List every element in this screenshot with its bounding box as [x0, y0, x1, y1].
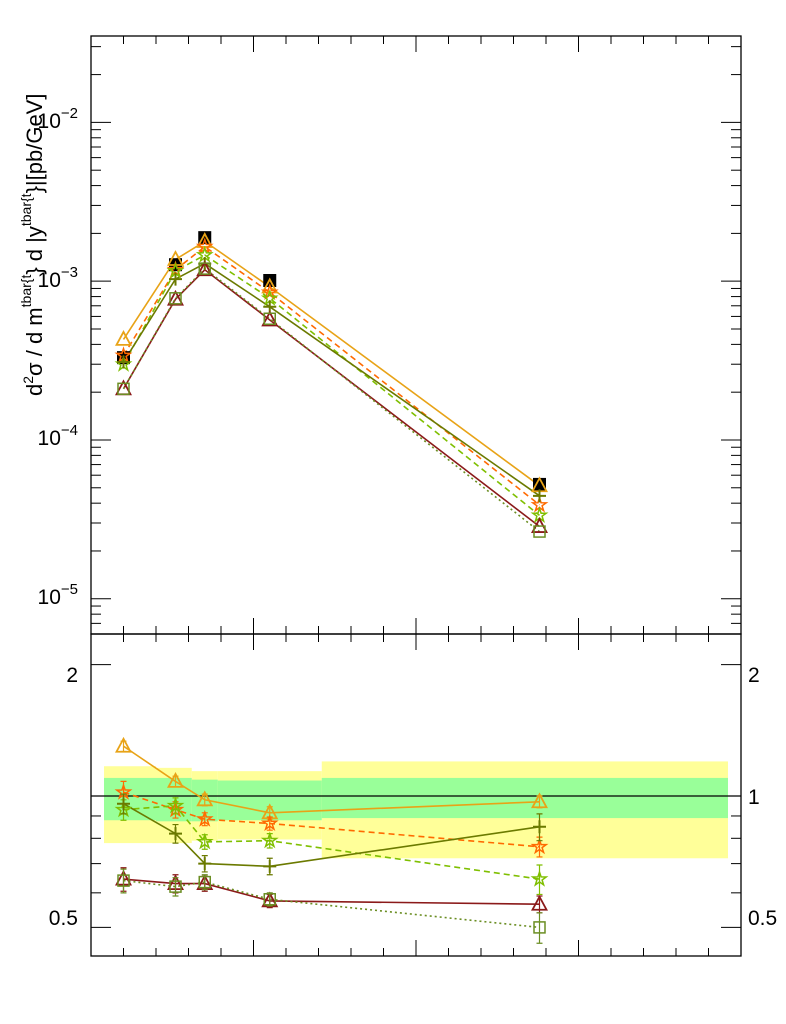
bottom-y-ticks: [91, 664, 741, 928]
ratio-marker-s0-p1: [166, 772, 185, 788]
ratio-errorbar-s5-p3: [266, 892, 273, 907]
ratio-marker-s2-p3: [260, 831, 279, 849]
bottom-ytick-label-left-2: 2: [66, 664, 78, 687]
ratio-marker-s3-p3: [263, 859, 277, 873]
ratio-marker-s0-p2: [196, 790, 214, 807]
ratio-marker-s2-p1: [166, 796, 185, 814]
bottom-ytick-label-left-0-5: 0.5: [49, 907, 78, 930]
top-marker-s6-p4: [533, 525, 546, 538]
ratio-marker-s5-p0: [117, 874, 130, 887]
top-marker-s6-p0: [117, 382, 130, 396]
bottom-ytick-label-right-0-5: 0.5: [748, 907, 777, 930]
top-ytick-label-1e-4: 10−4: [38, 422, 78, 450]
top-marker-s0-p4: [533, 477, 546, 491]
top-marker-s4-p1: [169, 272, 182, 286]
top-marker-s6-p1: [169, 292, 182, 305]
ratio-marker-s3-p1: [169, 827, 182, 841]
ratio-marker-s1-p3: [260, 814, 279, 832]
top-marker-s2-p3: [260, 283, 279, 301]
ratio-errorbar-s5-p4: [536, 912, 543, 944]
ratio-errorbar-s5-p0: [120, 868, 127, 894]
bottom-panel: 2 0.5 2 1 0.5: [49, 633, 777, 957]
ratio-inner-band-0: [104, 777, 156, 821]
bottom-ytick-label-right-2: 2: [748, 664, 760, 687]
top-marker-s6-p3: [263, 312, 276, 326]
top-series-markers: [114, 231, 549, 538]
ratio-marker-s3-p2: [198, 857, 212, 871]
top-y-axis-label: d2σ / d mtbar{t} d |ytbar{t}|[pb/GeV]: [18, 94, 47, 396]
ratio-marker-s5-p1: [169, 880, 182, 893]
top-marker-s1-p0: [114, 329, 133, 346]
top-marker-s5-p3: [261, 310, 279, 327]
ratio-uncertainty-bands: [104, 761, 728, 859]
top-x-ticks: [123, 36, 709, 634]
bottom-x-ticks: [123, 634, 709, 956]
top-marker-s4-p0: [117, 355, 130, 369]
top-y-ticks: [91, 46, 741, 635]
top-panel: 10−2 10−3 10−4 10−5 d2σ / d mtbar{t} d |…: [18, 35, 742, 635]
top-marker-s2-p1: [166, 260, 185, 278]
ratio-inner-band-1: [156, 777, 192, 822]
top-ytick-label-1e-5: 10−5: [38, 581, 78, 609]
ratio-inner-band-4: [321, 777, 728, 819]
ratio-marker-s3-p0: [117, 797, 130, 811]
ratio-marker-s1-p4: [530, 837, 549, 855]
ratio-marker-s4-p4: [530, 894, 549, 911]
ratio-series-markers: [114, 736, 549, 944]
ratio-marker-s2-p4: [530, 869, 549, 887]
ratio-marker-s0-p4: [530, 792, 549, 809]
top-series-line-2: [122, 245, 540, 506]
top-tick-labels: 10−2 10−3 10−4 10−5: [38, 105, 78, 609]
top-ytick-label-1e-3: 10−3: [38, 264, 78, 292]
ratio-marker-s1-p2: [195, 809, 214, 827]
ratio-marker-s0-p0: [114, 736, 133, 753]
ratio-marker-s5-p2: [198, 875, 211, 889]
bottom-ytick-label-right-1: 1: [748, 786, 760, 809]
ratio-marker-s2-p2: [195, 832, 214, 850]
bottom-tick-labels: 2 0.5 2 1 0.5: [49, 664, 777, 930]
ratio-marker-s3-p4: [533, 820, 546, 834]
top-marker-s5-p2: [196, 260, 214, 277]
top-marker-s4-p4: [533, 489, 546, 503]
top-marker-s6-p2: [198, 262, 211, 275]
top-marker-s5-p1: [166, 289, 185, 306]
ratio-marker-s5-p4: [533, 921, 546, 934]
bottom-plot-frame: [90, 633, 742, 957]
ratio-marker-s5-p3: [263, 893, 276, 906]
top-ytick-label-1e-2: 10−2: [38, 105, 78, 133]
